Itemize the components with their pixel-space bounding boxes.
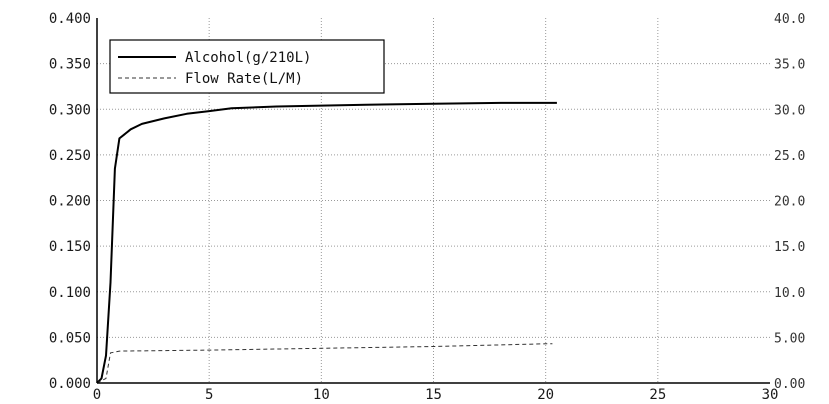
y2-tick-label: 10.0 (774, 286, 805, 301)
legend-box (109, 39, 385, 94)
axes (96, 18, 770, 384)
y-tick-label: 0.400 (49, 11, 91, 27)
x-tick-label: 15 (425, 387, 442, 403)
x-tick-label: 20 (537, 387, 554, 403)
y-tick-label: 0.250 (49, 148, 91, 164)
y-tick-label: 0.300 (49, 102, 91, 118)
y-tick-label: 0.150 (49, 239, 91, 255)
series-line-alcohol (96, 101, 557, 384)
legend-label-alcohol: Alcohol(g/210L) (185, 50, 311, 66)
tick-labels: 0 5 10 15 20 25 30 0.000 0.050 0.100 0.150 0.200 0.2… (49, 11, 805, 403)
x-tick-label: 0 (93, 387, 101, 403)
y-tick-label: 0.000 (49, 376, 91, 392)
y2-tick-label: 15.0 (774, 240, 805, 255)
series-line-flow-rate (96, 343, 553, 384)
y2-tick-label: 25.0 (774, 149, 805, 164)
y-tick-label: 0.050 (49, 330, 91, 346)
x-tick-label: 5 (205, 387, 213, 403)
y2-tick-label: 0.00 (774, 377, 805, 392)
y-tick-label: 0.350 (49, 57, 91, 73)
x-tick-label: 25 (649, 387, 666, 403)
y2-tick-label: 5.00 (774, 331, 805, 346)
y-tick-label: 0.100 (49, 285, 91, 301)
x-tick-label: 10 (313, 387, 330, 403)
legend: Alcohol(g/210L) Flow Rate(L/M) (109, 39, 385, 94)
y2-tick-label: 30.0 (774, 103, 805, 118)
legend-label-flow-rate: Flow Rate(L/M) (185, 71, 303, 87)
y2-tick-label: 40.0 (774, 12, 805, 27)
y-tick-label: 0.200 (49, 194, 91, 210)
series-layer (96, 101, 557, 384)
y2-tick-label: 20.0 (774, 195, 805, 210)
y2-tick-label: 35.0 (774, 58, 805, 73)
x-tick-label: 30 (762, 387, 779, 403)
